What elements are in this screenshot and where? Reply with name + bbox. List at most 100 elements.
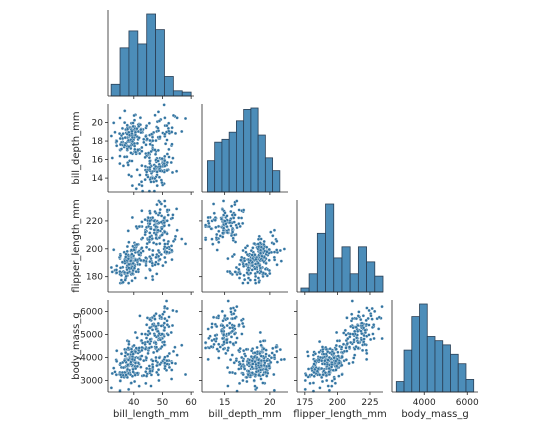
scatter-point xyxy=(248,278,253,282)
scatter-point xyxy=(171,213,175,217)
scatter-point xyxy=(372,336,376,341)
scatter-point xyxy=(140,341,145,345)
scatter-point xyxy=(162,343,166,347)
scatter-point xyxy=(251,362,255,366)
scatter-point xyxy=(163,316,167,321)
scatter-point xyxy=(148,317,152,322)
scatter-point xyxy=(325,378,329,383)
scatter-point xyxy=(122,270,127,275)
hist-bar xyxy=(411,316,420,393)
scatter-point xyxy=(258,368,263,372)
scatter-point xyxy=(171,349,176,354)
scatter-point xyxy=(121,280,125,284)
scatter-point xyxy=(354,325,358,329)
scatter-point xyxy=(347,361,351,366)
scatter-point xyxy=(270,351,274,355)
scatter-point xyxy=(149,180,153,184)
scatter-point xyxy=(167,121,171,125)
scatter-point xyxy=(127,262,131,267)
scatter-point xyxy=(133,147,137,152)
scatter-point xyxy=(160,156,164,161)
scatter-point xyxy=(122,121,127,125)
scatter-point xyxy=(218,345,222,349)
scatter-point xyxy=(121,365,126,370)
scatter-point xyxy=(143,178,147,182)
scatter-point xyxy=(380,304,384,309)
hist-body_mass_g xyxy=(395,303,475,393)
scatter-point xyxy=(207,221,211,226)
scatter-point xyxy=(140,246,144,250)
scatter-point xyxy=(165,138,169,142)
scatter-point xyxy=(117,131,122,136)
scatter-point xyxy=(256,237,261,241)
scatter-point xyxy=(119,352,124,356)
scatter-point xyxy=(228,321,232,325)
scatter-point xyxy=(350,312,354,316)
scatter-point xyxy=(165,306,169,311)
scatter-point xyxy=(173,345,177,349)
scatter-point xyxy=(334,343,338,348)
scatter-point xyxy=(137,182,141,187)
scatter-point xyxy=(118,142,123,147)
scatter-point xyxy=(126,229,130,233)
scatter-point xyxy=(239,216,244,220)
scatter-point xyxy=(351,326,355,330)
scatter-point xyxy=(214,225,218,230)
hist-bar xyxy=(137,43,148,97)
scatter-point xyxy=(340,345,344,349)
scatter-point xyxy=(237,276,242,280)
scatter-point xyxy=(264,367,268,372)
scatter-point xyxy=(142,258,146,263)
scatter-point xyxy=(255,345,259,350)
scatter-point xyxy=(137,253,141,257)
scatter-point xyxy=(249,349,254,353)
scatter-point xyxy=(233,371,237,376)
scatter-point xyxy=(232,233,237,237)
scatter-point xyxy=(158,211,162,215)
scatter-point xyxy=(221,199,226,203)
scatter-point xyxy=(135,242,139,247)
scatter-point xyxy=(321,373,325,377)
scatter-point xyxy=(241,248,245,253)
scatter-point xyxy=(337,361,341,365)
scatter-point xyxy=(364,318,368,323)
scatter-point xyxy=(151,253,155,257)
hist-bar xyxy=(419,303,428,393)
scatter-point xyxy=(159,252,163,257)
scatter-point xyxy=(232,252,236,257)
scatter-point xyxy=(127,266,131,270)
scatter-point xyxy=(256,358,261,362)
scatter-point xyxy=(136,148,140,152)
scatter-point xyxy=(209,227,213,231)
scatter-point xyxy=(118,136,122,141)
scatter-point xyxy=(174,207,179,211)
scatter-point xyxy=(156,129,161,133)
scatter-point xyxy=(233,308,237,313)
scatter-point xyxy=(160,345,164,349)
scatter-point xyxy=(165,152,170,156)
scatter-point xyxy=(160,180,164,185)
scatter-point xyxy=(171,113,176,118)
scatter-point xyxy=(163,245,167,249)
scatter-point xyxy=(127,240,131,244)
scatter-point xyxy=(230,329,234,333)
scatter-point xyxy=(135,336,139,340)
scatter-point xyxy=(151,241,156,245)
scatter-point xyxy=(149,227,153,231)
scatter-point xyxy=(112,366,116,370)
scatter-point xyxy=(133,330,138,335)
scatter-point xyxy=(235,336,239,340)
scatter-point xyxy=(320,375,324,380)
scatter-point xyxy=(137,136,141,140)
scatter-point xyxy=(206,215,210,220)
scatter-point xyxy=(129,248,134,252)
scatter-point xyxy=(275,349,279,354)
scatter-point xyxy=(240,255,244,259)
scatter-point xyxy=(153,148,157,152)
scatter-point xyxy=(253,373,258,377)
scatter-point xyxy=(269,360,273,365)
scatter-point xyxy=(152,314,156,318)
scatter-point xyxy=(157,175,162,179)
scatter-point xyxy=(134,187,138,191)
scatter-point xyxy=(237,267,241,271)
